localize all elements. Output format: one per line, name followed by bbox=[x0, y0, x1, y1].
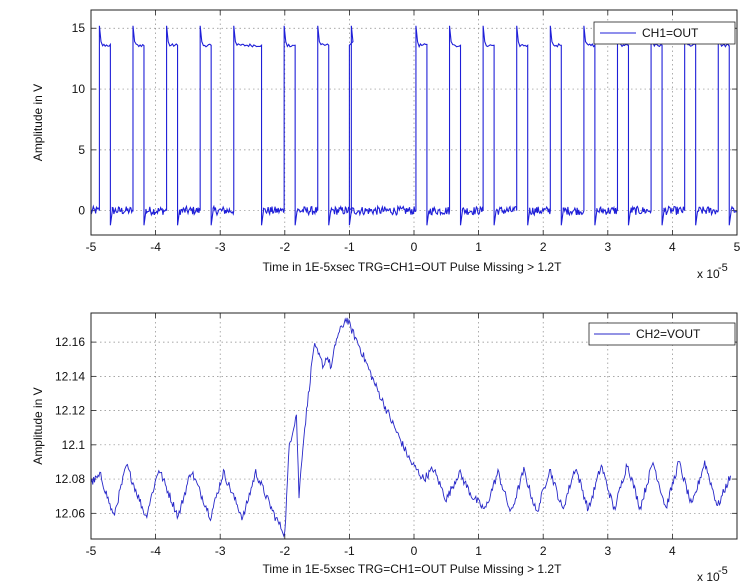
x-tick-label: -4 bbox=[150, 544, 161, 558]
svg-text:-5: -5 bbox=[718, 565, 728, 577]
y-tick-label: 12.14 bbox=[55, 369, 85, 383]
x-tick-label: -4 bbox=[150, 240, 161, 254]
x-tick-label: -2 bbox=[279, 544, 290, 558]
x-tick-label: 5 bbox=[734, 240, 741, 254]
legend: CH1=OUT bbox=[593, 21, 736, 45]
x-axis-multiplier: x 10 -5 bbox=[697, 565, 728, 584]
x-axis-multiplier: x 10 -5 bbox=[697, 262, 728, 281]
y-tick-label: 12.06 bbox=[55, 506, 85, 520]
y-tick-label: 10 bbox=[72, 82, 86, 96]
y-tick-label: 0 bbox=[78, 204, 85, 218]
y-tick-label: 12.08 bbox=[55, 472, 85, 486]
x-tick-label: -3 bbox=[215, 544, 226, 558]
x-tick-label: 1 bbox=[475, 544, 482, 558]
x-tick-label: -3 bbox=[215, 240, 226, 254]
x-tick-label: 4 bbox=[669, 240, 676, 254]
x-axis-label: Time in 1E-5xsec TRG=CH1=OUT Pulse Missi… bbox=[263, 562, 563, 576]
x-tick-label: 2 bbox=[540, 544, 547, 558]
series-line-ch2-vout bbox=[90, 317, 731, 538]
svg-text:x 10: x 10 bbox=[697, 267, 720, 281]
x-tick-label: -5 bbox=[86, 544, 97, 558]
plot-frame bbox=[90, 9, 738, 236]
y-axis-label: Amplitude in V bbox=[31, 84, 45, 161]
y-axis-ticks: 12.06 12.08 12.1 12.12 12.14 12.16 bbox=[55, 335, 737, 520]
x-tick-label: 2 bbox=[540, 240, 547, 254]
y-axis-label: Amplitude in V bbox=[31, 387, 45, 464]
y-tick-label: 12.16 bbox=[55, 335, 85, 349]
x-axis-ticks: -5 -4 -3 -2 -1 0 1 2 3 4 bbox=[86, 313, 676, 558]
svg-text:-5: -5 bbox=[718, 262, 728, 274]
x-tick-label: -1 bbox=[344, 240, 355, 254]
y-tick-label: 15 bbox=[72, 21, 86, 35]
y-tick-label: 5 bbox=[78, 143, 85, 157]
y-tick-label: 12.1 bbox=[62, 438, 86, 452]
svg-text:x 10: x 10 bbox=[697, 570, 720, 584]
x-tick-label: 4 bbox=[669, 544, 676, 558]
x-tick-label: 1 bbox=[475, 240, 482, 254]
x-axis-label: Time in 1E-5xsec TRG=CH1=OUT Pulse Missi… bbox=[263, 260, 563, 274]
x-tick-label: -2 bbox=[279, 240, 290, 254]
x-tick-label: 0 bbox=[411, 544, 418, 558]
x-axis-ticks: -5 -4 -3 -2 -1 0 1 2 3 4 5 bbox=[86, 10, 741, 254]
chart-ch2-vout: -5 -4 -3 -2 -1 0 1 2 3 4 12.06 12.08 12.1 12.12 12.14… bbox=[31, 312, 738, 584]
x-tick-label: 0 bbox=[411, 240, 418, 254]
legend-box bbox=[588, 322, 736, 346]
legend-box bbox=[593, 21, 736, 45]
grid bbox=[91, 313, 737, 539]
x-tick-label: 3 bbox=[604, 240, 611, 254]
legend-label: CH1=OUT bbox=[642, 26, 699, 40]
y-tick-label: 12.12 bbox=[55, 404, 85, 418]
y-axis-ticks: 0 5 10 15 bbox=[72, 21, 737, 218]
plot-frame bbox=[90, 312, 738, 540]
legend-label: CH2=VOUT bbox=[636, 327, 701, 341]
chart-ch1-out: -5 -4 -3 -2 -1 0 1 2 3 4 5 0 5 10 15 CH1=OUT Amplitud… bbox=[31, 9, 741, 281]
series-line-ch1-out bbox=[90, 25, 737, 226]
legend: CH2=VOUT bbox=[588, 322, 736, 346]
x-tick-label: -1 bbox=[344, 544, 355, 558]
x-tick-label: 3 bbox=[604, 544, 611, 558]
x-tick-label: -5 bbox=[86, 240, 97, 254]
